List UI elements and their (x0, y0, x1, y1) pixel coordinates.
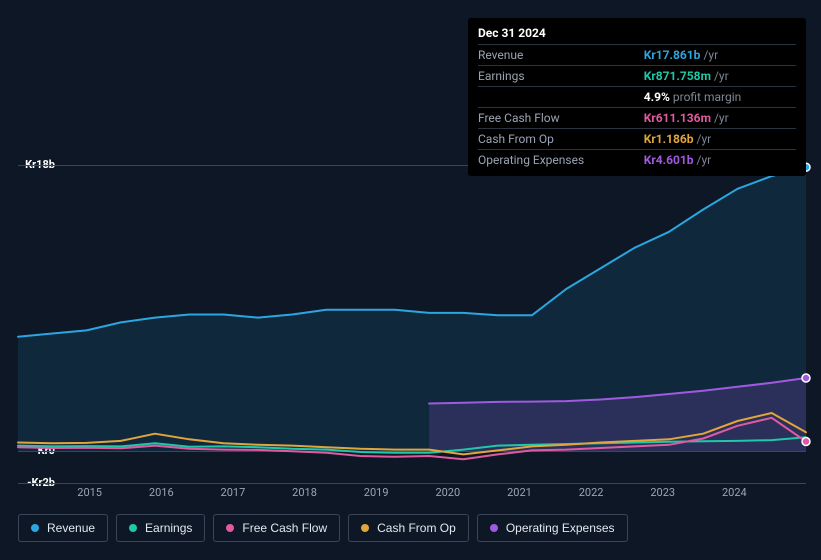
tooltip-row-value: Kr17.861b/yr (644, 45, 796, 66)
legend-dot-icon (361, 524, 369, 532)
legend-dot-icon (490, 524, 498, 532)
legend-item-label: Operating Expenses (506, 521, 615, 535)
series-end-marker-opex (802, 374, 810, 382)
series-end-marker-fcf (802, 438, 810, 446)
legend-item-earnings[interactable]: Earnings (116, 514, 205, 542)
tooltip-row-label: Earnings (478, 66, 644, 87)
legend-item-revenue[interactable]: Revenue (18, 514, 108, 542)
y-gridline (18, 483, 806, 484)
legend-item-label: Earnings (145, 521, 192, 535)
tooltip-row-value: Kr611.136m/yr (644, 108, 796, 129)
legend-dot-icon (31, 524, 39, 532)
chart-legend: Revenue Earnings Free Cash Flow Cash From O… (18, 514, 628, 542)
x-axis-label: 2017 (221, 486, 246, 499)
chart-tooltip: Dec 31 2024 RevenueKr17.861b/yrEarningsK… (468, 18, 806, 176)
x-axis-label: 2022 (579, 486, 604, 499)
legend-item-fcf[interactable]: Free Cash Flow (213, 514, 340, 542)
tooltip-row-label: Operating Expenses (478, 150, 644, 171)
tooltip-row-label: Revenue (478, 45, 644, 66)
tooltip-row-value: Kr871.758m/yr (644, 66, 796, 87)
x-axis-label: 2019 (364, 486, 389, 499)
x-axis-label: 2021 (507, 486, 532, 499)
tooltip-row-label: Free Cash Flow (478, 108, 644, 129)
x-axis-label: 2015 (77, 486, 102, 499)
financials-chart[interactable] (18, 165, 806, 483)
x-axis-label: 2020 (435, 486, 460, 499)
x-axis-label: 2024 (722, 486, 747, 499)
tooltip-row-label: Cash From Op (478, 129, 644, 150)
tooltip-table: RevenueKr17.861b/yrEarningsKr871.758m/yr… (478, 44, 796, 170)
legend-item-label: Cash From Op (377, 521, 456, 535)
x-axis-label: 2023 (650, 486, 675, 499)
x-axis: 2015 2016 2017 2018 2019 2020 2021 2022 2023 2024 (18, 486, 806, 502)
tooltip-row-value: Kr1.186b/yr (644, 129, 796, 150)
legend-item-label: Revenue (47, 521, 95, 535)
tooltip-row-value: 4.9%profit margin (644, 87, 796, 108)
tooltip-row-label (478, 87, 644, 108)
legend-dot-icon (129, 524, 137, 532)
tooltip-row-value: Kr4.601b/yr (644, 150, 796, 171)
legend-item-label: Free Cash Flow (242, 521, 327, 535)
legend-item-cfo[interactable]: Cash From Op (348, 514, 469, 542)
x-axis-label: 2018 (292, 486, 317, 499)
legend-item-opex[interactable]: Operating Expenses (477, 514, 628, 542)
legend-dot-icon (226, 524, 234, 532)
tooltip-date: Dec 31 2024 (478, 26, 796, 44)
x-axis-label: 2016 (149, 486, 174, 499)
